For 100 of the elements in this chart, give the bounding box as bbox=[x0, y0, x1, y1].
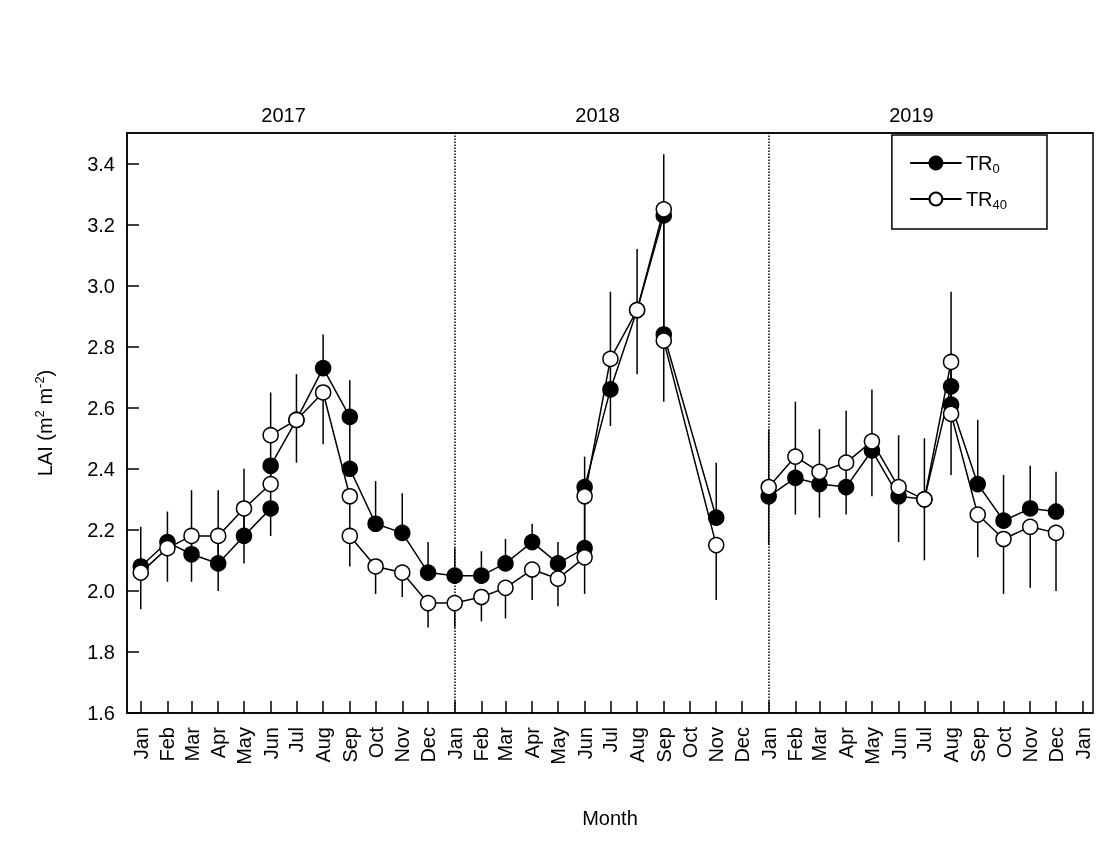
y-axis-title: LAI (m2 m-2) bbox=[32, 369, 56, 477]
y-tick-label: 2.2 bbox=[87, 518, 115, 541]
point bbox=[159, 539, 176, 557]
x-tick-label: Mar bbox=[808, 726, 831, 762]
x-tick-label: Feb bbox=[156, 727, 179, 762]
point bbox=[576, 488, 593, 505]
point bbox=[367, 558, 384, 575]
point bbox=[132, 564, 150, 581]
point bbox=[394, 564, 411, 581]
x-tick-label: Jan bbox=[757, 727, 780, 760]
point bbox=[811, 463, 828, 481]
point bbox=[523, 533, 541, 551]
point bbox=[523, 561, 541, 578]
point bbox=[1021, 500, 1039, 517]
point bbox=[549, 570, 567, 587]
x-tick-label: Aug bbox=[312, 727, 335, 763]
x-tick-label: Mar bbox=[180, 726, 203, 762]
x-tick-label: Nov bbox=[391, 727, 414, 763]
x-tick-label: Mar bbox=[494, 726, 517, 762]
x-tick-label: Nov bbox=[705, 727, 728, 763]
x-tick-label: Oct bbox=[992, 726, 1015, 759]
point bbox=[446, 594, 463, 612]
point bbox=[394, 524, 411, 542]
x-tick-label: Dec bbox=[1045, 727, 1068, 763]
point bbox=[787, 469, 804, 487]
point bbox=[419, 564, 437, 581]
y-tick-label: 2.8 bbox=[87, 335, 115, 358]
point bbox=[942, 405, 960, 423]
y-tick-label: 3.4 bbox=[87, 152, 115, 175]
x-tick-label: May bbox=[546, 727, 569, 765]
point bbox=[969, 475, 986, 493]
point bbox=[235, 500, 253, 517]
x-tick-label: Jun bbox=[887, 727, 910, 760]
x2-tick-label: 2019 bbox=[889, 104, 934, 126]
point bbox=[969, 506, 986, 523]
point bbox=[262, 475, 279, 493]
y-tick-label: 2.4 bbox=[87, 457, 115, 480]
point bbox=[497, 555, 514, 572]
point bbox=[314, 384, 332, 401]
point bbox=[602, 381, 619, 398]
x-tick-label: Apr bbox=[835, 726, 858, 759]
x-tick-label: Jan bbox=[443, 727, 466, 760]
point bbox=[235, 527, 253, 545]
x-tick-label: Jan bbox=[1071, 727, 1094, 760]
x-tick-label: Jun bbox=[573, 727, 596, 760]
point bbox=[837, 454, 855, 471]
x-axis-title: Month bbox=[582, 807, 638, 829]
x2-tick-label: 2018 bbox=[575, 104, 620, 126]
x-tick-label: Apr bbox=[521, 726, 544, 759]
x-tick-label: May bbox=[232, 727, 255, 765]
point bbox=[863, 433, 881, 450]
x-tick-label: Sep bbox=[966, 727, 989, 763]
x-tick-label: Sep bbox=[652, 727, 675, 763]
point bbox=[549, 555, 567, 572]
x-tick-label: Dec bbox=[417, 727, 440, 763]
point bbox=[183, 546, 200, 563]
x-tick-label: Feb bbox=[470, 727, 493, 762]
x-tick-label: Jan bbox=[129, 727, 152, 760]
x-tick-label: Jul bbox=[913, 727, 936, 753]
point bbox=[367, 515, 384, 532]
x-tick-label: Jul bbox=[285, 727, 308, 753]
x-tick-label: Oct bbox=[678, 726, 701, 759]
point bbox=[1047, 503, 1065, 520]
point bbox=[314, 359, 332, 377]
x-tick-label: Feb bbox=[784, 727, 807, 762]
y-tick-label: 2.0 bbox=[87, 579, 115, 602]
x-tick-label: Sep bbox=[338, 727, 361, 763]
y-tick-label: 1.8 bbox=[87, 640, 115, 663]
point bbox=[341, 460, 359, 478]
point bbox=[262, 500, 279, 517]
x-tick-label: Jul bbox=[599, 727, 622, 753]
x2-tick-label: 2017 bbox=[261, 104, 306, 126]
point bbox=[209, 555, 227, 572]
x-tick-label: Dec bbox=[731, 727, 754, 763]
x-tick-label: Aug bbox=[940, 727, 963, 763]
x-tick-label: May bbox=[860, 727, 883, 765]
point bbox=[446, 567, 463, 584]
point bbox=[942, 353, 960, 371]
x-tick-label: Aug bbox=[626, 727, 649, 763]
point bbox=[341, 488, 359, 505]
x-tick-label: Nov bbox=[1019, 727, 1042, 763]
point bbox=[995, 512, 1012, 529]
point bbox=[708, 509, 725, 526]
point bbox=[1047, 524, 1065, 542]
point bbox=[655, 332, 673, 349]
point bbox=[497, 579, 514, 597]
point bbox=[602, 350, 619, 368]
point bbox=[576, 549, 593, 566]
point bbox=[341, 527, 359, 545]
point bbox=[995, 530, 1012, 548]
point bbox=[1021, 518, 1039, 536]
y-tick-label: 3.0 bbox=[87, 274, 115, 297]
point bbox=[655, 201, 673, 218]
point bbox=[890, 478, 907, 496]
point bbox=[262, 457, 279, 474]
point bbox=[760, 478, 777, 496]
y-tick-label: 2.6 bbox=[87, 396, 115, 419]
x-tick-label: Apr bbox=[207, 726, 230, 759]
point bbox=[419, 594, 437, 612]
point bbox=[209, 527, 227, 545]
